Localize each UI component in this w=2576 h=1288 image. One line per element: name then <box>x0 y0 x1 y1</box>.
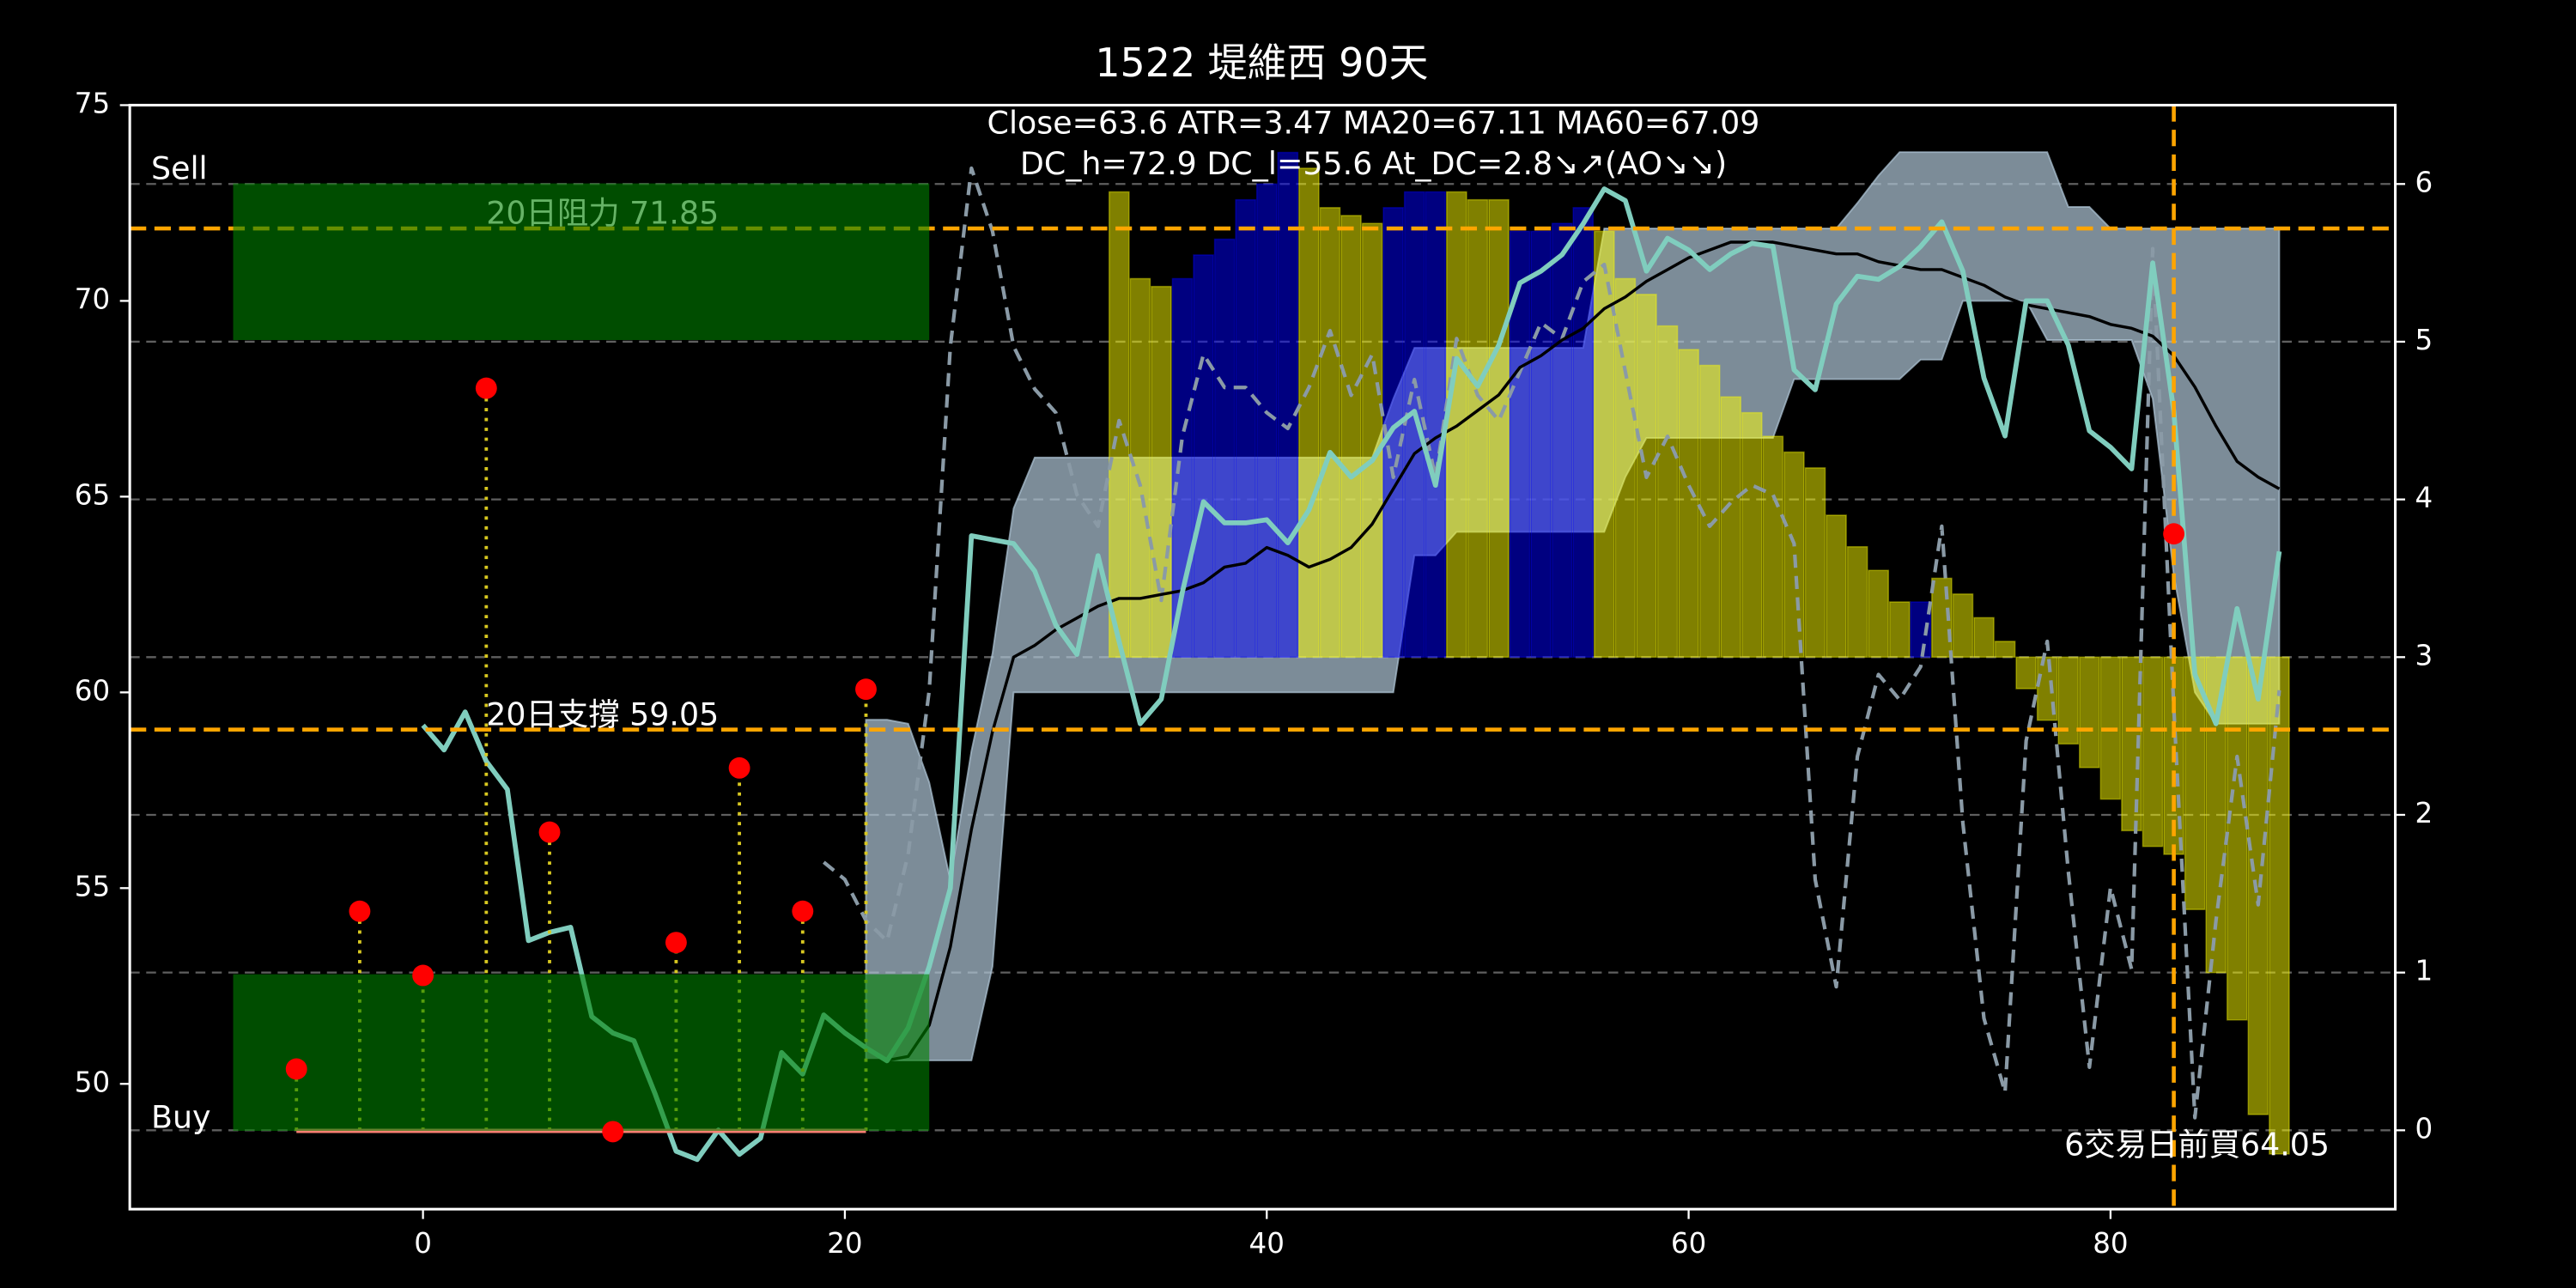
zone-label: Buy <box>151 1099 210 1136</box>
histogram-bar <box>2205 656 2227 974</box>
signal-dot <box>855 678 877 701</box>
histogram-bar <box>1213 238 1236 659</box>
histogram-bar <box>2015 656 2037 690</box>
signal-dot <box>412 964 434 987</box>
x-tick-label: 40 <box>1249 1227 1285 1260</box>
histogram-bar <box>1614 277 1637 659</box>
y2-tick-label: 0 <box>2415 1112 2433 1145</box>
histogram-bar <box>2142 656 2164 848</box>
y2-tick-label: 5 <box>2415 324 2433 356</box>
signal-dot <box>475 377 497 399</box>
y-tick-label: 70 <box>75 283 110 315</box>
histogram-bar <box>1235 198 1257 659</box>
histogram-bar <box>2269 656 2290 1155</box>
histogram-bar <box>1656 325 1679 659</box>
y-tick-label: 55 <box>75 870 110 902</box>
last-buy-label: 6交易日前買64.05 <box>2064 1126 2330 1163</box>
histogram-bar <box>2079 656 2100 769</box>
histogram-bar <box>1403 191 1425 659</box>
axes-frame <box>128 103 2397 1211</box>
x-tick-label: 20 <box>827 1227 862 1260</box>
histogram-bar <box>1698 364 1721 659</box>
annotation: Close=63.6 ATR=3.47 MA20=67.11 MA60=67.0… <box>987 104 1760 141</box>
zone <box>233 974 930 1131</box>
histogram-bar <box>1319 207 1341 659</box>
histogram-bar <box>1678 349 1699 659</box>
histogram-bar <box>1826 514 1847 659</box>
histogram-bar <box>1594 230 1615 659</box>
zone <box>233 183 930 341</box>
signal-dot <box>285 1058 307 1080</box>
signal-dot <box>665 932 687 954</box>
histogram-bar <box>1804 467 1826 659</box>
last-buy-dot <box>2163 523 2185 545</box>
histogram-bar <box>2057 656 2080 745</box>
histogram-bar <box>1340 215 1362 659</box>
histogram-bar <box>1255 183 1278 659</box>
signal-dot <box>538 821 561 843</box>
histogram-bar <box>1720 396 1742 659</box>
histogram-bar <box>1973 617 1995 659</box>
y-tick-label: 60 <box>75 674 110 707</box>
y-tick-label: 65 <box>75 478 110 511</box>
histogram-bar <box>1572 207 1595 659</box>
x-tick-label: 0 <box>414 1227 432 1260</box>
histogram-bar <box>1509 230 1531 659</box>
histogram-bar <box>2247 656 2269 1115</box>
dashed-line <box>823 166 2281 1120</box>
signal-dot <box>792 900 814 922</box>
histogram-bar <box>1298 167 1320 659</box>
histogram-bar <box>1488 198 1510 659</box>
y2-tick-label: 2 <box>2415 797 2433 829</box>
histogram-bar <box>1762 435 1784 659</box>
histogram-bar <box>1888 601 1911 659</box>
annotation: DC_h=72.9 DC_l=55.6 At_DC=2.8↘↗(AO↘↘) <box>1020 145 1727 182</box>
chart-title: 1522 堤維西 90天 <box>1095 39 1428 86</box>
histogram-bar <box>1910 601 1932 659</box>
histogram-bar <box>1551 222 1573 659</box>
y-tick-label: 50 <box>75 1066 110 1098</box>
histogram-bar <box>1193 254 1214 659</box>
signal-dot <box>349 900 371 922</box>
y2-tick-label: 6 <box>2415 166 2433 198</box>
histogram-bar <box>1952 593 1974 659</box>
y-tick-label: 75 <box>75 87 110 119</box>
histogram-bar <box>1129 277 1151 659</box>
histogram-bar <box>1741 411 1763 659</box>
y2-tick-label: 4 <box>2415 482 2433 514</box>
histogram-bar <box>1530 230 1552 659</box>
line <box>421 186 2282 1163</box>
histogram-bar <box>1846 545 1868 659</box>
level-label: 20日支撐 59.05 <box>486 696 719 732</box>
y2-tick-label: 3 <box>2415 639 2433 671</box>
histogram-bar <box>1382 207 1404 659</box>
histogram-bar <box>1361 222 1383 659</box>
zone-label: Sell <box>151 149 208 186</box>
x-tick-label: 60 <box>1671 1227 1706 1260</box>
signal-dot <box>602 1121 624 1143</box>
histogram-bar <box>1467 198 1489 659</box>
histogram-bar <box>2226 656 2248 1021</box>
signal-dot <box>728 756 750 779</box>
y2-tick-label: 1 <box>2415 955 2433 987</box>
histogram-bar <box>1994 641 2016 659</box>
x-tick-label: 80 <box>2093 1227 2128 1260</box>
line <box>866 240 2281 1062</box>
histogram-bar <box>1868 569 1889 659</box>
